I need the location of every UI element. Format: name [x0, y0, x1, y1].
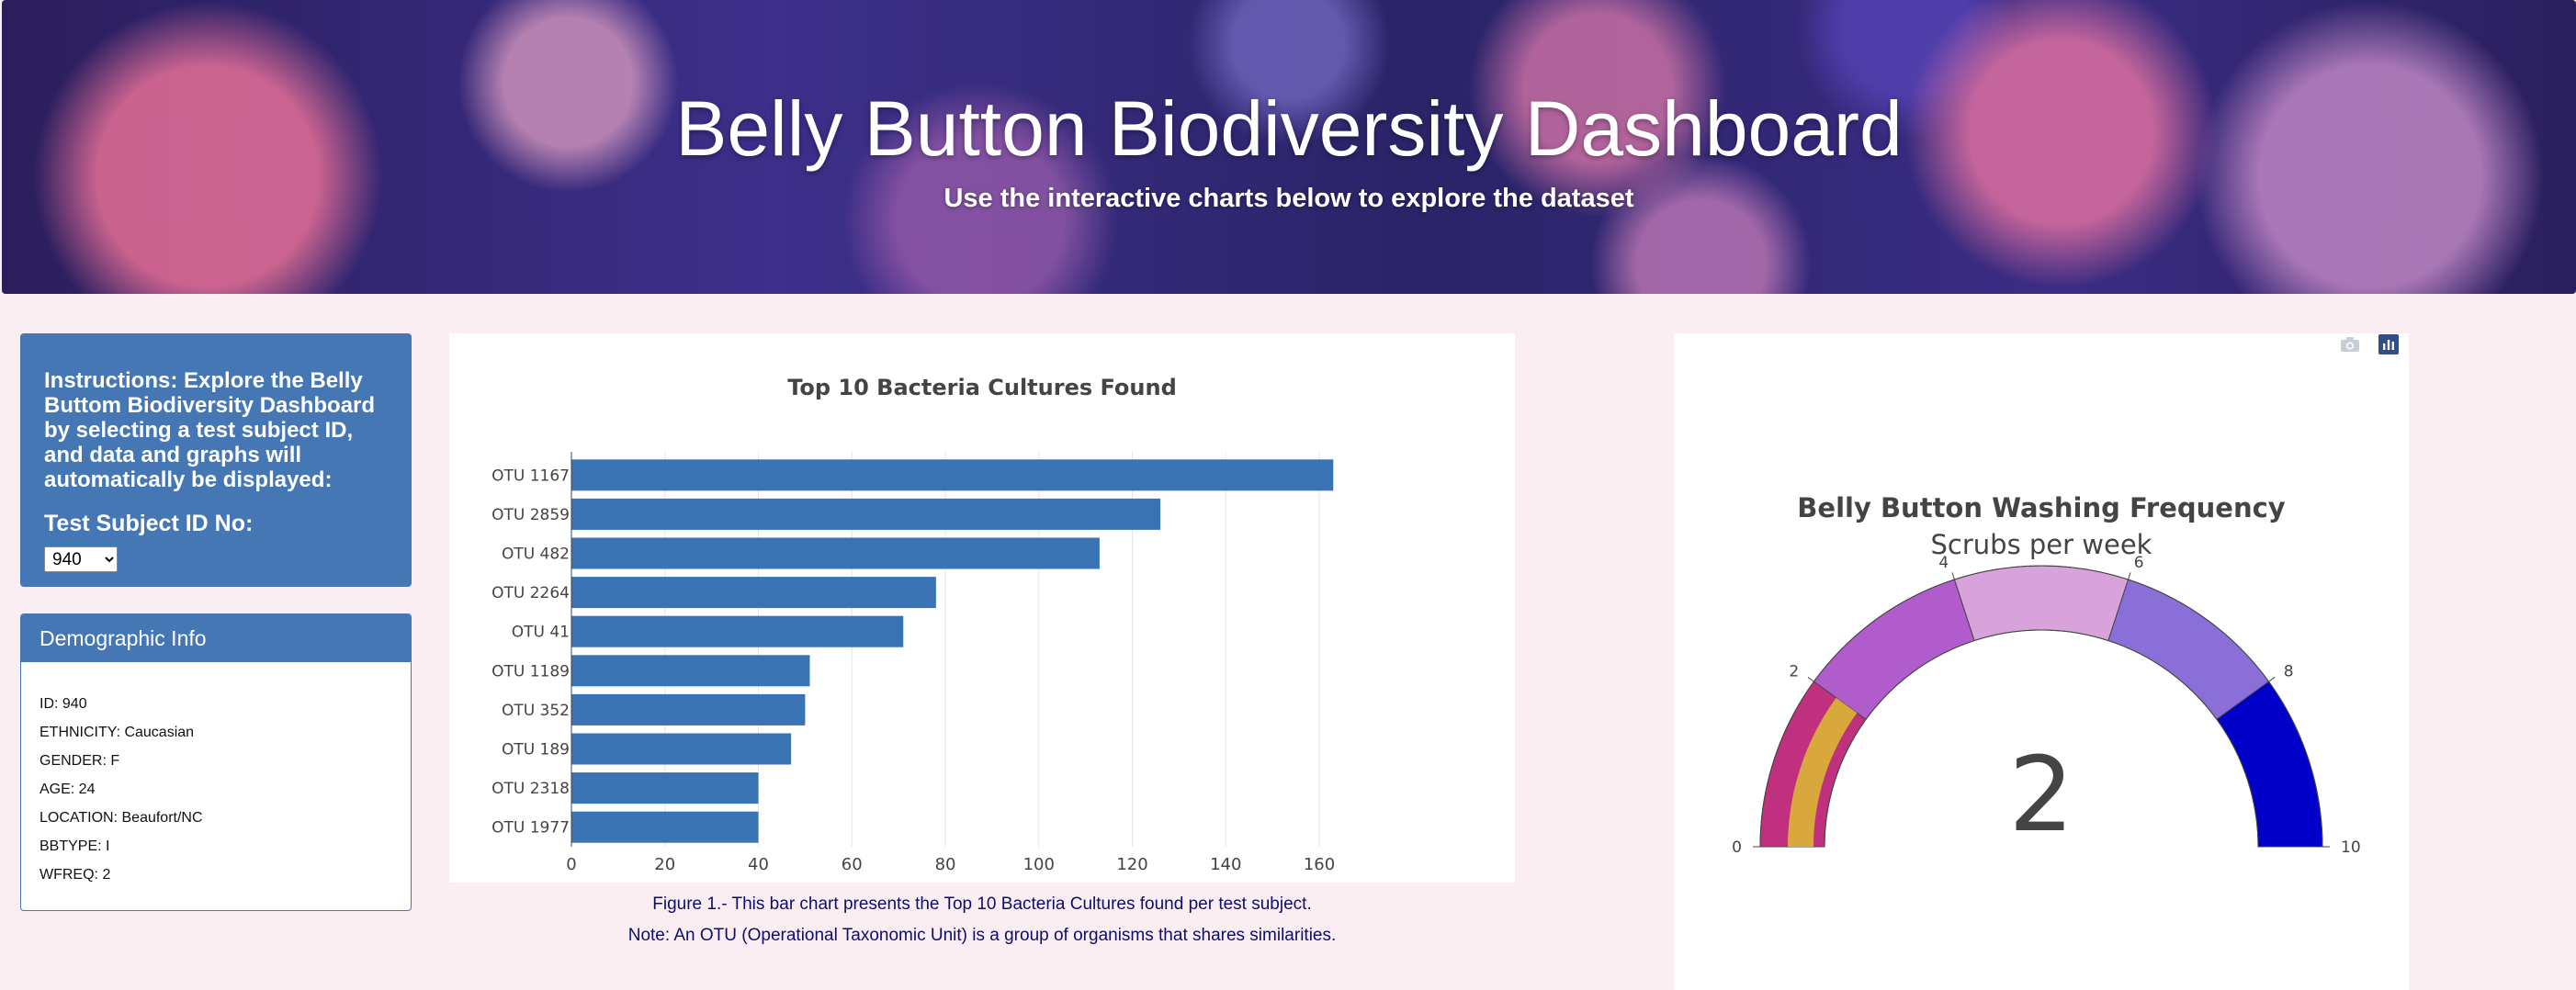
gauge-tick-label: 6	[2134, 554, 2144, 572]
bar[interactable]	[571, 498, 1161, 530]
demographic-body: ID: 940 ETHNICITY: Caucasian GENDER: F A…	[21, 662, 411, 889]
x-tick-label: 120	[1116, 855, 1147, 874]
instructions-body: Explore the Belly Buttom Biodiversity Da…	[44, 368, 376, 492]
y-tick-label: OTU 189	[502, 741, 570, 759]
gauge-value-bar	[1788, 697, 1858, 847]
subject-id-label: Test Subject ID No:	[44, 511, 254, 536]
page-title: Belly Button Biodiversity Dashboard	[675, 85, 1903, 172]
x-tick-label: 40	[748, 855, 769, 874]
gauge-tick-label: 4	[1938, 554, 1949, 572]
page-subtitle: Use the interactive charts below to expl…	[943, 184, 1634, 213]
instructions-panel: Instructions: Explore the Belly Buttom B…	[20, 333, 412, 587]
gauge-tick	[2268, 677, 2276, 682]
demo-bbtype: BBTYPE: I	[40, 838, 110, 854]
y-tick-label: OTU 2318	[491, 780, 570, 798]
gauge-step	[2107, 579, 2270, 720]
x-tick-label: 140	[1210, 855, 1241, 874]
x-tick-label: 0	[566, 855, 576, 874]
bar[interactable]	[571, 693, 806, 726]
bar-chart-card: Top 10 Bacteria Cultures Found 0 20 40 60 80 1…	[449, 333, 1515, 883]
gauge-chart[interactable]: Belly Button Washing Frequency Scrubs per…	[1674, 333, 2409, 990]
x-tick-label: 160	[1304, 855, 1335, 874]
header-banner: Belly Button Biodiversity Dashboard Use …	[2, 0, 2576, 294]
bar-chart[interactable]: Top 10 Bacteria Cultures Found 0 20 40 60 80 1…	[449, 333, 1515, 883]
demographic-panel: Demographic Info ID: 940 ETHNICITY: Cauc…	[20, 613, 412, 911]
otu-note: Note: An OTU (Operational Taxonomic Unit…	[627, 926, 1337, 945]
gauge-step	[1953, 565, 2130, 642]
bar[interactable]	[571, 811, 759, 843]
y-tick-label: OTU 482	[502, 546, 570, 564]
bar[interactable]	[571, 615, 904, 647]
y-tick-label: OTU 352	[502, 702, 570, 720]
gauge-title: Belly Button Washing Frequency	[1797, 492, 2285, 523]
gauge-subtitle: Scrubs per week	[1931, 529, 2152, 560]
demo-location: LOCATION: Beaufort/NC	[40, 810, 203, 826]
gauge-tick-label: 0	[1732, 838, 1742, 857]
bar[interactable]	[571, 772, 759, 804]
y-tick-label: OTU 1167	[491, 467, 570, 485]
y-tick-label: OTU 2859	[491, 506, 570, 524]
bar[interactable]	[571, 537, 1100, 569]
demo-ethnicity: ETHNICITY: Caucasian	[40, 725, 195, 740]
gauge-tick-label: 2	[1789, 662, 1799, 681]
gauge-tick-label: 8	[2284, 662, 2294, 681]
demographic-title: Demographic Info	[21, 614, 411, 662]
x-tick-label: 80	[935, 855, 956, 874]
plotly-logo-icon[interactable]	[2378, 333, 2400, 355]
bar[interactable]	[571, 577, 936, 609]
x-tick-label: 100	[1023, 855, 1055, 874]
instructions-label: Instructions:	[44, 368, 178, 393]
gauge-value-number: 2	[2008, 736, 2073, 855]
demo-id: ID: 940	[40, 696, 87, 712]
bar-chart-title: Top 10 Bacteria Cultures Found	[787, 375, 1177, 400]
y-tick-label: OTU 2264	[491, 584, 570, 602]
gauge-chart-card: Belly Button Washing Frequency Scrubs per…	[1674, 333, 2409, 990]
gauge-tick	[2128, 572, 2131, 580]
subject-id-select[interactable]: 940	[44, 546, 118, 572]
instructions-text: Instructions: Explore the Belly Buttom B…	[44, 368, 388, 492]
x-tick-label: 20	[654, 855, 675, 874]
y-tick-label: OTU 1977	[491, 819, 570, 838]
bar[interactable]	[571, 655, 810, 687]
gauge-outline	[1759, 565, 2323, 848]
gauge-step	[1813, 579, 1975, 720]
gauge-tick-label: 10	[2341, 838, 2361, 857]
y-tick-label: OTU 41	[512, 624, 570, 642]
camera-icon[interactable]	[2339, 333, 2361, 355]
gauge-tick	[1807, 677, 1814, 682]
bar[interactable]	[571, 733, 792, 765]
x-tick-label: 60	[842, 855, 863, 874]
figure-caption: Figure 1.- This bar chart presents the T…	[652, 894, 1312, 914]
bar[interactable]	[571, 459, 1334, 491]
gauge-tick	[1951, 572, 1955, 580]
demo-gender: GENDER: F	[40, 753, 120, 769]
y-tick-label: OTU 1189	[491, 662, 570, 681]
demo-age: AGE: 24	[40, 782, 96, 797]
demo-wfreq: WFREQ: 2	[40, 867, 111, 883]
